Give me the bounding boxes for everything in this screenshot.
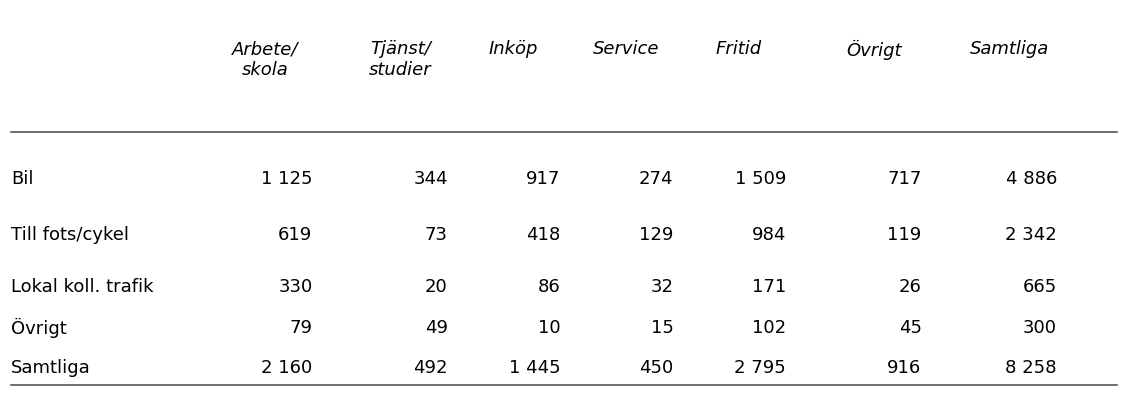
Text: 15: 15 [651, 318, 673, 336]
Text: 916: 916 [888, 358, 922, 376]
Text: Tjänst/
studier: Tjänst/ studier [369, 40, 432, 79]
Text: 330: 330 [279, 278, 312, 296]
Text: Fritid: Fritid [716, 40, 761, 58]
Text: 1 445: 1 445 [509, 358, 561, 376]
Text: 450: 450 [640, 358, 673, 376]
Text: 86: 86 [538, 278, 561, 296]
Text: 45: 45 [899, 318, 922, 336]
Text: 344: 344 [413, 170, 448, 187]
Text: Samtliga: Samtliga [970, 40, 1049, 58]
Text: 102: 102 [752, 318, 786, 336]
Text: 917: 917 [527, 170, 561, 187]
Text: 1 509: 1 509 [734, 170, 786, 187]
Text: Arbete/
skola: Arbete/ skola [232, 40, 298, 79]
Text: 32: 32 [651, 278, 673, 296]
Text: Lokal koll. trafik: Lokal koll. trafik [11, 278, 153, 296]
Text: 418: 418 [527, 226, 561, 243]
Text: 49: 49 [425, 318, 448, 336]
Text: Till fots/cykel: Till fots/cykel [11, 226, 130, 243]
Text: 984: 984 [752, 226, 786, 243]
Text: Samtliga: Samtliga [11, 358, 91, 376]
Text: 2 160: 2 160 [262, 358, 312, 376]
Text: 20: 20 [425, 278, 448, 296]
Text: Service: Service [593, 40, 659, 58]
Text: 1 125: 1 125 [261, 170, 312, 187]
Text: Inköp: Inköp [488, 40, 538, 58]
Text: Övrigt: Övrigt [11, 317, 67, 337]
Text: Bil: Bil [11, 170, 34, 187]
Text: 2 342: 2 342 [1005, 226, 1057, 243]
Text: 171: 171 [752, 278, 786, 296]
Text: 119: 119 [888, 226, 922, 243]
Text: 2 795: 2 795 [734, 358, 786, 376]
Text: 300: 300 [1023, 318, 1057, 336]
Text: Övrigt: Övrigt [846, 40, 902, 60]
Text: 10: 10 [538, 318, 561, 336]
Text: 619: 619 [279, 226, 312, 243]
Text: 492: 492 [413, 358, 448, 376]
Text: 274: 274 [638, 170, 673, 187]
Text: 665: 665 [1023, 278, 1057, 296]
Text: 79: 79 [290, 318, 312, 336]
Text: 73: 73 [425, 226, 448, 243]
Text: 129: 129 [640, 226, 673, 243]
Text: 4 886: 4 886 [1005, 170, 1057, 187]
Text: 26: 26 [899, 278, 922, 296]
Text: 717: 717 [888, 170, 922, 187]
Text: 8 258: 8 258 [1005, 358, 1057, 376]
